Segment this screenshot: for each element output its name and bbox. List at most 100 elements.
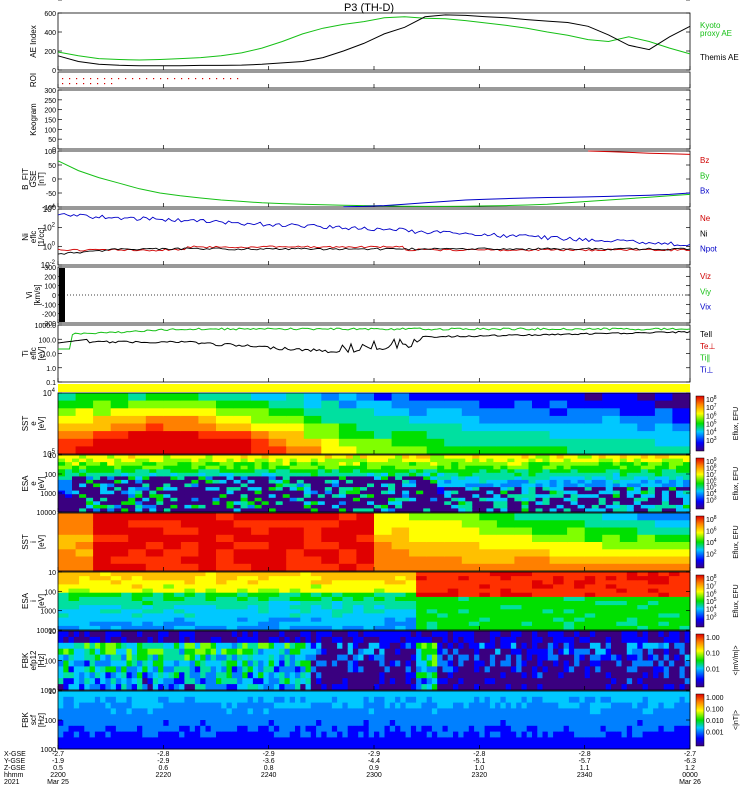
- sst_i-cell: [286, 542, 305, 550]
- esa_i-cell: [321, 580, 333, 585]
- esa_i-cell: [553, 572, 565, 577]
- sst_e-cell: [286, 415, 305, 424]
- fbk_e-cell: [532, 684, 538, 691]
- esa_i-cell: [658, 588, 670, 594]
- esa_i-cell: [510, 621, 522, 627]
- esa_e-cell: [198, 472, 206, 477]
- esa_i-cell: [68, 601, 80, 606]
- fbk_e-cell: [505, 672, 512, 679]
- esa_i-cell: [447, 617, 459, 623]
- esa_e-cell: [570, 490, 579, 495]
- fbk_e-cell: [537, 684, 544, 691]
- esa_e-cell: [556, 472, 565, 477]
- sst_e-cell: [303, 446, 322, 455]
- fbk_e-cell: [547, 636, 554, 644]
- fbk_b-cell: [105, 714, 112, 721]
- fbk_e-cell: [616, 631, 623, 638]
- esa_i-cell: [205, 584, 217, 589]
- roi-dot: [230, 78, 232, 80]
- sst_e-cell: [479, 423, 498, 432]
- fbk_b-cell: [279, 720, 285, 727]
- fbk_b-cell: [115, 714, 122, 721]
- esa_e-cell: [261, 458, 270, 463]
- esa_e-cell: [177, 479, 185, 484]
- fbk_e-cell: [126, 684, 133, 691]
- fbk_e-cell: [421, 672, 428, 679]
- roi-dot: [181, 78, 183, 80]
- esa_e-cell: [577, 487, 586, 492]
- fbk_b-cell: [305, 725, 312, 733]
- fbk_e-cell: [431, 648, 438, 656]
- fbk_e-cell: [642, 654, 649, 661]
- esa_i-cell: [352, 572, 364, 577]
- fbk_e-cell: [647, 672, 654, 679]
- esa_e-cell: [528, 455, 536, 460]
- sst_e-cell: [128, 423, 147, 432]
- esa_e-cell: [683, 483, 691, 488]
- esa_e-cell: [612, 462, 621, 467]
- esa_e-cell: [472, 469, 480, 474]
- fbk_e-cell: [210, 648, 217, 656]
- esa_i-cell: [595, 576, 607, 581]
- fbk_e-cell: [405, 666, 412, 673]
- fbk_e-cell: [152, 660, 159, 667]
- esa_e-cell: [163, 504, 171, 509]
- esa_e-cell: [556, 476, 565, 481]
- fbk_e-cell: [221, 660, 228, 667]
- fbk_e-cell: [73, 660, 80, 667]
- esa_e-cell: [114, 469, 122, 474]
- esa_i-cell: [110, 605, 122, 610]
- esa_e-cell: [212, 494, 220, 499]
- sst_e-cell: [286, 431, 305, 440]
- fbk_e-cell: [158, 666, 164, 673]
- esa_i-cell: [110, 613, 122, 618]
- esa_i-cell: [437, 584, 449, 589]
- esa_e-cell: [633, 462, 642, 467]
- esa_i-cell: [205, 572, 217, 577]
- esa_i-cell: [405, 580, 417, 585]
- fbk_e-cell: [331, 642, 338, 650]
- esa_e-cell: [402, 504, 410, 509]
- fbk_b-cell: [226, 696, 233, 704]
- sst_i-cell: [251, 563, 270, 572]
- esa_e-cell: [79, 458, 87, 463]
- fbk_e-cell: [258, 631, 264, 638]
- esa_i-cell: [416, 596, 428, 602]
- esa_e-cell: [149, 504, 157, 509]
- sst_e-cell: [409, 408, 428, 417]
- fbk_e-cell: [358, 666, 364, 673]
- sst_i-cell: [619, 520, 638, 529]
- fbk_b-cell: [331, 731, 338, 738]
- fbk_e-cell: [516, 666, 522, 673]
- esa_e-cell: [556, 469, 565, 474]
- esa_i-cell: [542, 584, 554, 589]
- sst_e-cell: [180, 423, 199, 432]
- esa_e-cell: [514, 487, 522, 492]
- esa_e-cell: [661, 494, 670, 499]
- esa_e-cell: [338, 497, 347, 502]
- esa_e-cell: [612, 472, 621, 477]
- fbk_e-cell: [305, 648, 312, 656]
- esa_e-cell: [338, 465, 347, 470]
- esa_e-cell: [647, 479, 656, 484]
- fbk_e-cell: [352, 636, 359, 644]
- fbk_e-cell: [547, 648, 554, 656]
- fbk_e-cell: [379, 678, 386, 685]
- fbk_b-cell: [173, 696, 180, 704]
- sst_i-cell: [391, 527, 410, 536]
- esa_i-cell: [447, 609, 459, 614]
- sst_i-cell: [145, 520, 164, 529]
- esa_e-cell: [535, 476, 543, 481]
- esa_e-cell: [676, 472, 684, 477]
- sst_i-cell: [549, 527, 568, 536]
- fbk_b-cell: [358, 731, 364, 738]
- esa_e-cell: [107, 497, 115, 502]
- fbk_e-cell: [137, 642, 143, 650]
- esa_i-cell: [110, 596, 122, 602]
- fbk_e-cell: [579, 654, 586, 661]
- fbk_e-cell: [221, 666, 228, 673]
- fbk_e-cell: [495, 666, 501, 673]
- fbk_e-cell: [68, 642, 75, 650]
- fbk_b-cell: [179, 696, 185, 704]
- fbk_e-cell: [668, 666, 675, 673]
